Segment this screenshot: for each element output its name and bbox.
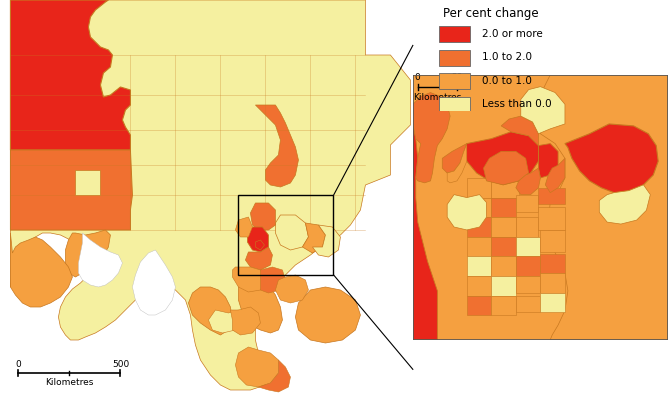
Polygon shape: [255, 105, 299, 187]
Polygon shape: [235, 217, 253, 237]
Polygon shape: [492, 237, 516, 256]
Polygon shape: [232, 267, 265, 292]
Polygon shape: [516, 168, 540, 195]
Polygon shape: [11, 0, 410, 390]
Polygon shape: [303, 223, 325, 253]
Polygon shape: [565, 124, 658, 193]
Polygon shape: [467, 276, 492, 296]
Polygon shape: [413, 92, 450, 183]
Polygon shape: [484, 151, 528, 185]
Polygon shape: [516, 217, 538, 237]
Polygon shape: [238, 273, 283, 333]
Polygon shape: [540, 254, 565, 273]
Text: 0: 0: [15, 360, 21, 369]
Bar: [439, 26, 470, 42]
Text: 500: 500: [112, 360, 129, 369]
Polygon shape: [467, 256, 492, 276]
Polygon shape: [250, 203, 275, 230]
Polygon shape: [259, 360, 291, 392]
Polygon shape: [245, 247, 273, 270]
Polygon shape: [11, 0, 130, 150]
Polygon shape: [492, 276, 516, 296]
Polygon shape: [501, 116, 538, 145]
Bar: [439, 73, 470, 89]
Polygon shape: [538, 143, 558, 178]
Polygon shape: [516, 276, 540, 293]
Polygon shape: [545, 158, 565, 193]
Polygon shape: [132, 250, 176, 315]
Polygon shape: [447, 143, 467, 183]
Polygon shape: [442, 143, 467, 173]
Polygon shape: [467, 198, 492, 217]
Bar: [238, 195, 333, 275]
Text: 2.0 or more: 2.0 or more: [482, 29, 542, 39]
Polygon shape: [247, 227, 269, 252]
Text: Less than 0.0: Less than 0.0: [482, 99, 552, 109]
Polygon shape: [492, 217, 516, 237]
Polygon shape: [413, 124, 438, 340]
Polygon shape: [538, 207, 565, 230]
Text: Per cent change: Per cent change: [444, 7, 539, 20]
Polygon shape: [275, 215, 309, 250]
Polygon shape: [540, 230, 565, 252]
Text: 20: 20: [452, 73, 463, 82]
Polygon shape: [208, 310, 240, 333]
Polygon shape: [467, 237, 492, 256]
Polygon shape: [78, 233, 122, 287]
Polygon shape: [492, 198, 516, 217]
Polygon shape: [467, 296, 492, 315]
Polygon shape: [295, 287, 361, 343]
Polygon shape: [492, 256, 516, 276]
Text: Kilometres: Kilometres: [45, 378, 94, 387]
Polygon shape: [492, 296, 516, 315]
Polygon shape: [447, 195, 486, 230]
Bar: [439, 97, 470, 113]
Polygon shape: [536, 75, 668, 340]
Polygon shape: [492, 181, 519, 198]
Polygon shape: [516, 195, 538, 212]
Polygon shape: [188, 287, 232, 335]
Polygon shape: [11, 233, 72, 307]
Polygon shape: [413, 75, 668, 340]
Polygon shape: [516, 256, 540, 276]
Text: Kilometres: Kilometres: [413, 93, 462, 102]
Polygon shape: [540, 273, 565, 293]
Polygon shape: [538, 188, 565, 205]
Polygon shape: [464, 132, 538, 185]
Polygon shape: [230, 307, 261, 335]
Polygon shape: [235, 347, 279, 387]
Polygon shape: [275, 275, 309, 303]
Polygon shape: [467, 217, 492, 237]
Polygon shape: [65, 230, 110, 277]
Polygon shape: [516, 237, 540, 256]
Bar: [439, 50, 470, 66]
Polygon shape: [467, 178, 492, 198]
Polygon shape: [255, 240, 265, 250]
Polygon shape: [521, 87, 565, 134]
Polygon shape: [313, 225, 341, 257]
Polygon shape: [540, 293, 565, 312]
Polygon shape: [261, 267, 285, 293]
Polygon shape: [75, 170, 100, 195]
Text: 1.0 to 2.0: 1.0 to 2.0: [482, 52, 532, 62]
Text: 0: 0: [415, 73, 421, 82]
Polygon shape: [516, 296, 540, 312]
Polygon shape: [599, 185, 651, 224]
Polygon shape: [11, 150, 132, 230]
Text: 0.0 to 1.0: 0.0 to 1.0: [482, 76, 532, 86]
